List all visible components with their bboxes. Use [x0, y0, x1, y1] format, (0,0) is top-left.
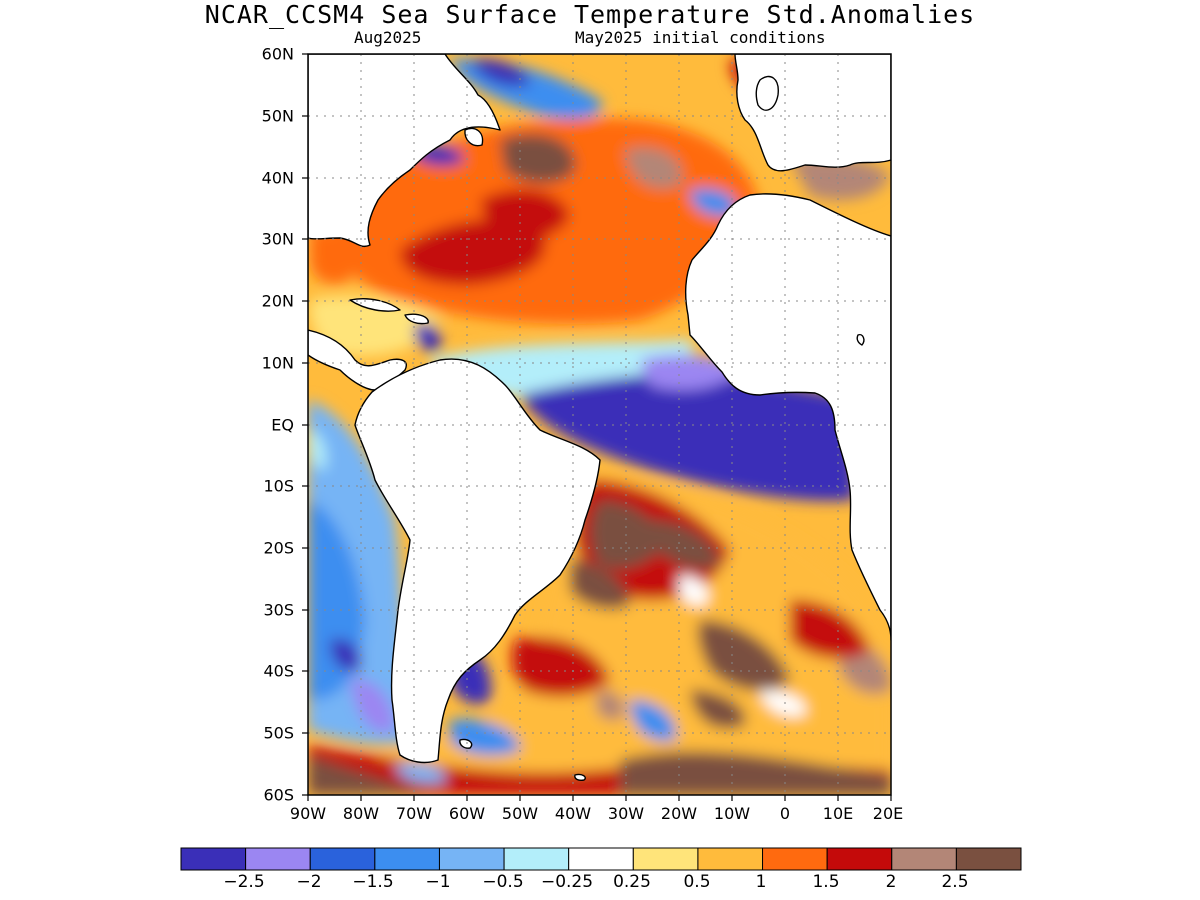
lat-label: 20S [263, 538, 294, 558]
colorbar-label: 2 [885, 872, 897, 892]
lat-label: 20N [261, 291, 294, 311]
colorbar-swatch [955, 847, 1022, 871]
colorbar-label: −2.5 [223, 872, 265, 892]
colorbar-label: −0.5 [482, 872, 524, 892]
target-month-label: Aug2025 [354, 28, 422, 47]
lon-label: 50W [501, 804, 539, 823]
lon-label: 40W [554, 804, 592, 823]
lon-label: 70W [395, 804, 433, 823]
lat-label: 40S [263, 661, 294, 681]
colorbar-swatch [891, 847, 957, 871]
lat-label: 30S [263, 600, 294, 620]
colorbar-label: 0.25 [613, 872, 651, 892]
lon-label: 10W [713, 804, 751, 823]
colorbar-label: 1 [755, 872, 767, 892]
colorbar-swatch [697, 847, 764, 871]
colorbar-swatch [826, 847, 893, 871]
lat-label: 50N [261, 106, 294, 126]
colorbar-swatch [632, 847, 699, 871]
lon-label: 10E [822, 804, 854, 823]
colorbar-swatch [309, 847, 376, 871]
colorbar-swatch [245, 847, 311, 871]
anomaly-field [308, 54, 891, 795]
colorbar-swatch [568, 847, 634, 871]
lat-label: 50S [263, 723, 294, 743]
colorbar-label: −2 [296, 872, 322, 892]
colorbar-label: 0.5 [683, 872, 711, 892]
lon-label: 20W [660, 804, 698, 823]
graticule [308, 54, 891, 795]
colorbar-swatch [438, 847, 505, 871]
lon-label: 20E [872, 804, 904, 823]
lat-label: 60S [263, 785, 294, 805]
lon-label: 0 [779, 804, 791, 823]
lat-label: 30N [261, 229, 294, 249]
land [308, 54, 891, 781]
colorbar-swatch [762, 847, 828, 871]
colorbar-label: −0.25 [540, 872, 594, 892]
colorbar-swatch [374, 847, 440, 871]
colorbar-label: 1.5 [812, 872, 840, 892]
lon-label: 80W [342, 804, 380, 823]
lon-label: 30W [607, 804, 645, 823]
lon-label: 90W [289, 804, 327, 823]
lon-label: 60W [448, 804, 486, 823]
colorbar [180, 847, 1022, 871]
lat-label: EQ [271, 415, 294, 435]
initial-conditions-label: May2025 initial conditions [575, 28, 826, 47]
lat-label: 60N [261, 44, 294, 64]
colorbar-swatch [180, 847, 247, 871]
lat-label: 40N [261, 168, 294, 188]
colorbar-label: −1.5 [352, 872, 394, 892]
map-title: NCAR_CCSM4 Sea Surface Temperature Std.A… [204, 0, 976, 29]
lat-label: 10S [263, 476, 294, 496]
colorbar-label: −1 [425, 872, 451, 892]
colorbar-swatch [503, 847, 570, 871]
axis-ticks [302, 53, 892, 801]
lat-label: 10N [261, 353, 294, 373]
colorbar-label: 2.5 [941, 872, 969, 892]
